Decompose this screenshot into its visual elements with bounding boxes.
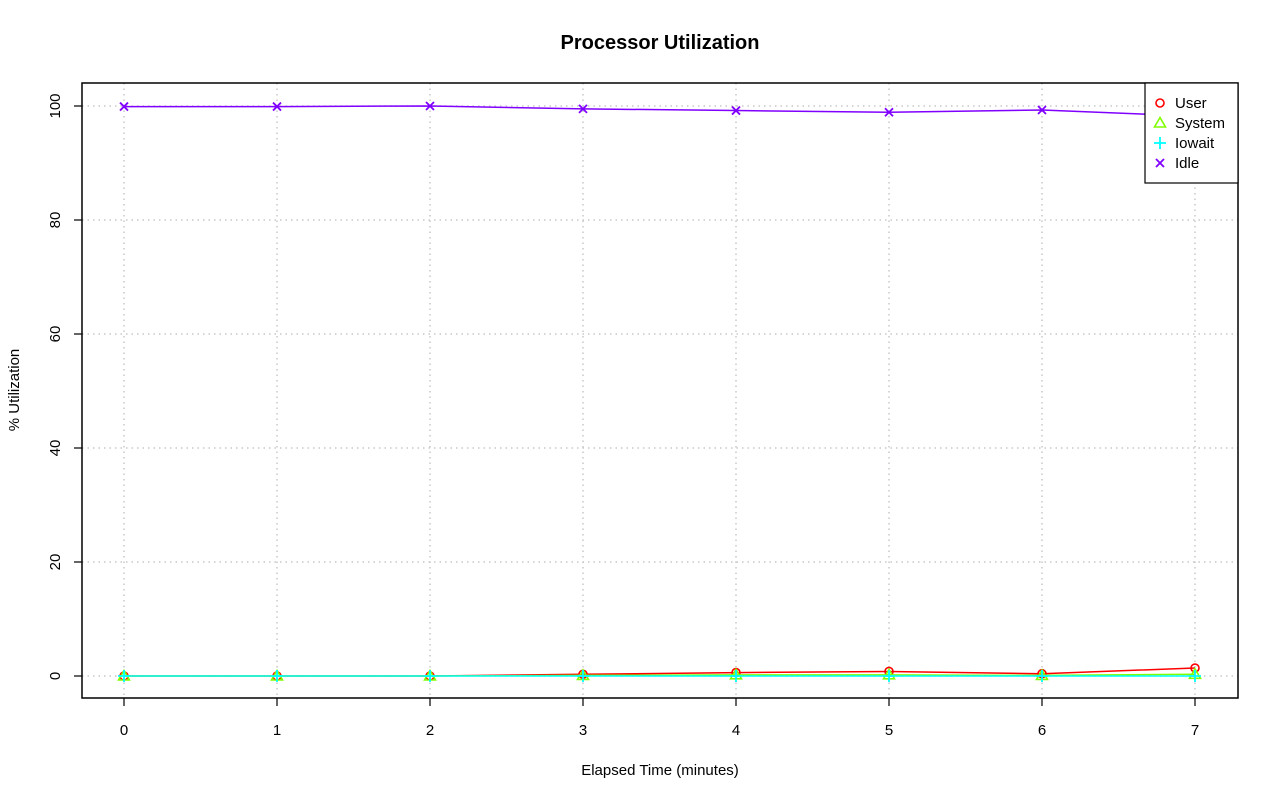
x-axis: 0 1 2 3 4 5 6 7 bbox=[120, 698, 1199, 739]
series-iowait bbox=[118, 670, 1201, 682]
legend-marker-user bbox=[1155, 98, 1165, 108]
x-tick-label: 3 bbox=[579, 722, 587, 739]
data-point-iowait bbox=[730, 670, 742, 682]
y-tick-label: 60 bbox=[47, 326, 64, 343]
chart-title: Processor Utilization bbox=[561, 32, 760, 54]
legend-item-system: System bbox=[1153, 115, 1225, 132]
y-tick-label: 40 bbox=[47, 440, 64, 457]
legend-label-system: System bbox=[1175, 115, 1225, 132]
legend-label-idle: Idle bbox=[1175, 155, 1199, 172]
data-point-idle bbox=[425, 101, 435, 111]
data-point-idle bbox=[272, 101, 282, 112]
data-point-idle bbox=[578, 104, 588, 114]
legend-item-user: User bbox=[1155, 95, 1207, 112]
data-point-idle bbox=[884, 107, 894, 117]
y-axis-label: % Utilization bbox=[6, 349, 23, 432]
data-point-iowait bbox=[577, 670, 589, 682]
x-tick-label: 0 bbox=[120, 722, 128, 739]
data-point-iowait bbox=[1189, 670, 1201, 682]
legend-marker-system bbox=[1153, 115, 1167, 128]
x-tick-label: 5 bbox=[885, 722, 893, 739]
data-point-iowait bbox=[1036, 670, 1048, 682]
data-point-iowait bbox=[118, 670, 130, 682]
x-tick-label: 4 bbox=[732, 722, 740, 739]
data-point-idle bbox=[1037, 105, 1047, 115]
data-point-iowait bbox=[271, 670, 283, 682]
x-tick-label: 7 bbox=[1191, 722, 1199, 739]
data-point-iowait bbox=[424, 670, 436, 682]
series-idle bbox=[119, 101, 1200, 121]
series-line-idle bbox=[124, 105, 1196, 118]
y-tick-label: 20 bbox=[47, 554, 64, 571]
y-axis: 0 20 40 60 80 100 bbox=[47, 93, 82, 680]
series-layer bbox=[117, 101, 1202, 682]
data-point-iowait bbox=[883, 670, 895, 682]
grid-lines bbox=[82, 83, 1238, 698]
y-tick-label: 100 bbox=[47, 93, 64, 118]
plot-frame bbox=[81, 82, 1239, 699]
legend-marker-iowait bbox=[1154, 137, 1166, 149]
x-tick-label: 2 bbox=[426, 722, 434, 739]
x-tick-label: 6 bbox=[1038, 722, 1046, 739]
legend-marker-idle bbox=[1155, 158, 1165, 168]
legend-label-iowait: Iowait bbox=[1175, 135, 1215, 152]
x-tick-label: 1 bbox=[273, 722, 281, 739]
legend-item-idle: Idle bbox=[1155, 155, 1199, 172]
legend: User System Iowait Idle bbox=[1144, 82, 1239, 184]
y-tick-label: 80 bbox=[47, 212, 64, 229]
data-point-idle bbox=[119, 101, 129, 112]
y-tick-label: 0 bbox=[47, 672, 64, 680]
data-point-idle bbox=[731, 105, 741, 116]
legend-item-iowait: Iowait bbox=[1154, 135, 1215, 152]
x-axis-label: Elapsed Time (minutes) bbox=[581, 762, 739, 779]
legend-label-user: User bbox=[1175, 95, 1207, 112]
